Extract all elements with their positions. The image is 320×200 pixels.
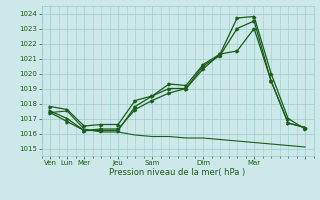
X-axis label: Pression niveau de la mer( hPa ): Pression niveau de la mer( hPa ) bbox=[109, 168, 246, 177]
